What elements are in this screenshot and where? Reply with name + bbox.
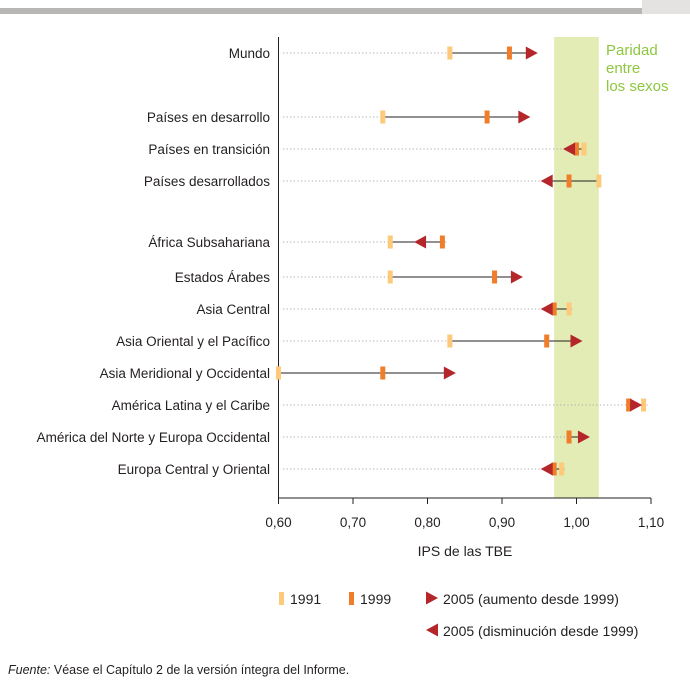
marker-1999	[544, 334, 550, 348]
marker-1991	[641, 398, 647, 412]
row-label: América del Norte y Europa Occidental	[37, 430, 270, 445]
legend-label-2005-down: 2005 (disminución desde 1999)	[443, 623, 638, 639]
x-axis-title: IPS de las TBE	[418, 543, 513, 559]
marker-1991	[276, 366, 281, 380]
marker-2005	[518, 110, 531, 124]
marker-1999	[626, 398, 632, 412]
marker-2005	[540, 462, 553, 476]
row-label: América Latina y el Caribe	[112, 398, 270, 413]
parity-label: entre	[606, 60, 640, 77]
parity-label: los sexos	[606, 78, 669, 95]
marker-1999	[380, 366, 386, 380]
marker-1999	[439, 235, 445, 249]
legend-swatch-1991	[279, 592, 284, 605]
legend-label-2005-up: 2005 (aumento desde 1999)	[443, 591, 619, 607]
marker-2005	[414, 235, 427, 249]
marker-1999	[574, 142, 579, 156]
marker-2005	[563, 142, 576, 156]
marker-1999	[492, 270, 498, 284]
parity-band	[554, 37, 599, 498]
header-bar	[0, 8, 642, 14]
marker-1999	[484, 110, 490, 124]
marker-2005	[570, 334, 583, 348]
legend-swatch-2005-down	[426, 623, 438, 637]
legend-swatch-2005-up	[426, 591, 438, 605]
x-tick-label: 0,80	[414, 515, 440, 530]
marker-1999	[551, 302, 557, 316]
footnote-text: Véase el Capítulo 2 de la versión íntegr…	[53, 663, 350, 677]
footnote-label: Fuente:	[8, 663, 51, 677]
row-label: Estados Árabes	[175, 270, 271, 285]
marker-1999	[566, 430, 572, 444]
marker-2005	[510, 270, 523, 284]
footnote: Fuente: Véase el Capítulo 2 de la versió…	[8, 663, 349, 677]
header-tab	[642, 0, 690, 14]
marker-1999	[506, 46, 512, 60]
row-label: Asia Central	[196, 302, 270, 317]
marker-2005	[540, 174, 553, 188]
row-label: Europa Central y Oriental	[118, 462, 270, 477]
x-tick-label: 1,10	[638, 515, 664, 530]
row-label: Asia Meridional y Occidental	[100, 366, 270, 381]
marker-1991	[380, 110, 386, 124]
x-tick-label: 0,90	[489, 515, 515, 530]
parity-label: Paridad	[606, 42, 658, 59]
marker-1991	[559, 462, 565, 476]
marker-1999	[551, 462, 557, 476]
x-tick-label: 1,00	[563, 515, 589, 530]
x-tick-label: 0,60	[265, 515, 291, 530]
marker-2005	[443, 366, 456, 380]
marker-1991	[447, 334, 453, 348]
row-label: Países desarrollados	[144, 174, 270, 189]
marker-1991	[581, 142, 587, 156]
legend-swatch-1999	[349, 592, 354, 605]
marker-2005	[630, 398, 643, 412]
marker-1991	[447, 46, 453, 60]
marker-2005	[577, 430, 590, 444]
marker-1999	[566, 174, 572, 188]
legend-label-1999: 1999	[360, 591, 391, 607]
row-label: Países en transición	[148, 142, 270, 157]
x-tick-label: 0,70	[340, 515, 366, 530]
marker-1991	[566, 302, 572, 316]
legend-label-1991: 1991	[290, 591, 321, 607]
marker-1991	[387, 270, 393, 284]
row-label: Mundo	[229, 46, 270, 61]
row-label: Asia Oriental y el Pacífico	[116, 334, 270, 349]
marker-2005	[540, 302, 553, 316]
marker-1991	[387, 235, 393, 249]
marker-1991	[596, 174, 602, 188]
row-label: Países en desarrollo	[147, 110, 270, 125]
marker-2005	[525, 46, 538, 60]
row-label: África Subsahariana	[148, 235, 270, 250]
